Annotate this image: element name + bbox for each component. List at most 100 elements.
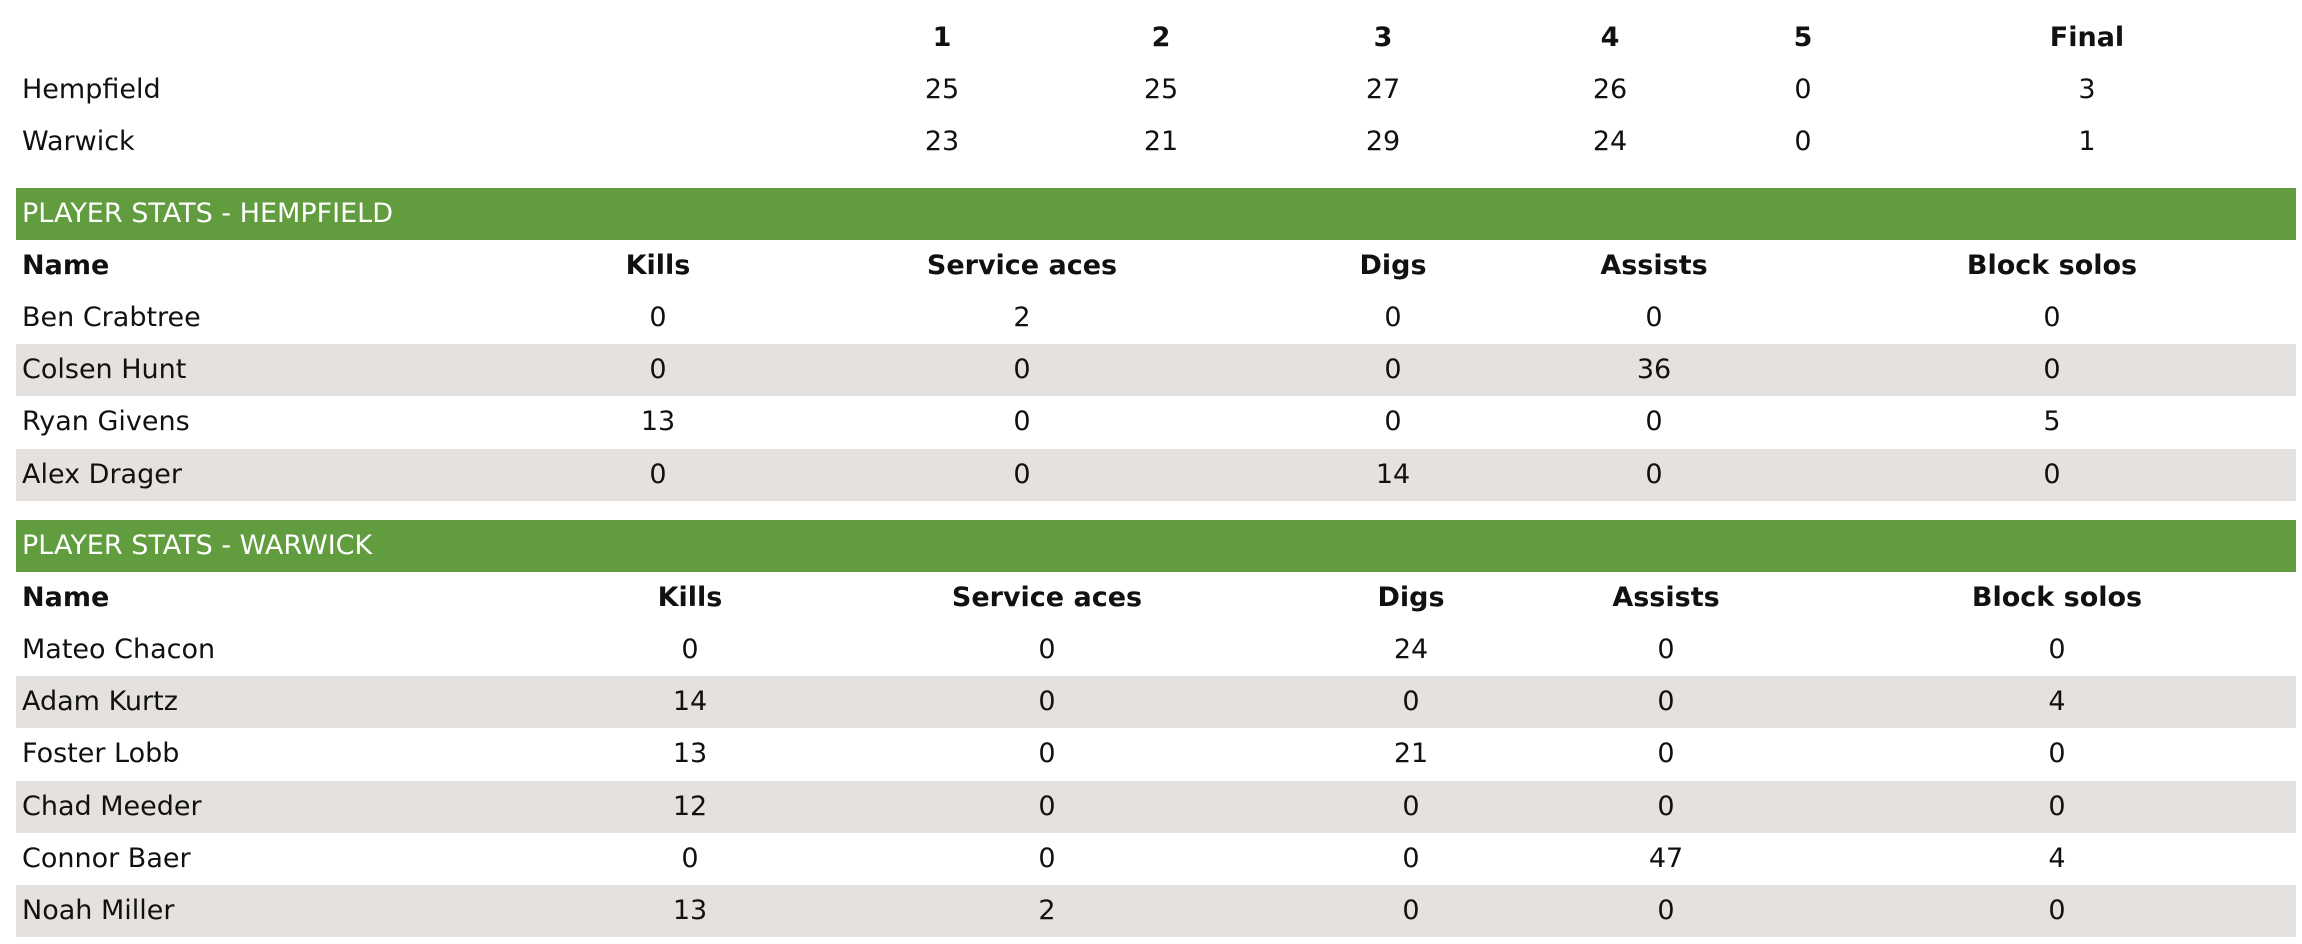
stat-value: 14 — [1375, 458, 1411, 490]
stat-value: 0 — [1645, 406, 1663, 438]
column-header: Kills — [625, 250, 691, 281]
column-header: Digs — [1377, 582, 1445, 613]
score: 0 — [1794, 74, 1812, 105]
score-header: 2 — [1151, 22, 1171, 53]
stat-value: 13 — [672, 738, 708, 770]
score: 25 — [924, 74, 960, 105]
column-header: Name — [22, 250, 110, 281]
score-header: Final — [2049, 22, 2125, 53]
stat-value: 47 — [1648, 842, 1684, 874]
stat-value: 2 — [1013, 302, 1031, 333]
player-name: Alex Drager — [22, 458, 182, 490]
stat-value: 0 — [2048, 895, 2066, 926]
column-header: Assists — [1600, 250, 1708, 281]
score: 0 — [1794, 126, 1812, 157]
stat-value: 13 — [672, 895, 708, 926]
player-name: Noah Miller — [22, 895, 175, 926]
score: 24 — [1592, 126, 1628, 157]
stat-value: 0 — [649, 302, 667, 333]
score: 21 — [1143, 126, 1179, 157]
player-name: Chad Meeder — [22, 790, 202, 822]
row-stripe — [16, 780, 2296, 833]
player-name: Ben Crabtree — [22, 302, 201, 333]
score: 29 — [1365, 126, 1401, 157]
stat-value: 0 — [2048, 738, 2066, 770]
stat-value: 0 — [1038, 842, 1056, 874]
row-stripe — [16, 448, 2296, 501]
stat-value: 5 — [2043, 406, 2061, 438]
stat-value: 0 — [1657, 738, 1675, 770]
stat-value: 36 — [1636, 354, 1672, 386]
stat-value: 0 — [2048, 634, 2066, 665]
score: 3 — [2078, 74, 2096, 105]
stat-value: 0 — [1038, 738, 1056, 770]
stat-value: 0 — [2043, 302, 2061, 333]
stat-value: 0 — [1402, 686, 1420, 718]
stat-value: 0 — [1645, 458, 1663, 490]
stat-value: 0 — [1038, 790, 1056, 822]
row-stripe — [16, 676, 2296, 729]
stat-value: 4 — [2048, 842, 2066, 874]
section-title: PLAYER STATS - WARWICK — [16, 520, 2296, 572]
stat-value: 14 — [672, 686, 708, 718]
stat-value: 0 — [649, 458, 667, 490]
stat-value: 0 — [2043, 458, 2061, 490]
stat-value: 0 — [649, 354, 667, 386]
player-name: Foster Lobb — [22, 738, 180, 770]
stat-value: 0 — [1038, 686, 1056, 718]
stat-value: 0 — [1657, 634, 1675, 665]
player-name: Ryan Givens — [22, 406, 190, 438]
column-header: Service aces — [951, 582, 1143, 613]
team-name: Warwick — [22, 126, 135, 157]
stat-value: 0 — [1657, 686, 1675, 718]
column-header: Digs — [1359, 250, 1427, 281]
team-name: Hempfield — [22, 74, 161, 105]
score: 26 — [1592, 74, 1628, 105]
stat-value: 12 — [672, 790, 708, 822]
stat-value: 0 — [1657, 790, 1675, 822]
player-name: Colsen Hunt — [22, 354, 187, 386]
stat-value: 0 — [1645, 302, 1663, 333]
column-header: Name — [22, 582, 110, 613]
score: 1 — [2078, 126, 2096, 157]
stat-value: 0 — [1013, 458, 1031, 490]
stat-value: 0 — [1384, 354, 1402, 386]
player-name: Connor Baer — [22, 842, 191, 874]
score-header: 4 — [1600, 22, 1620, 53]
score-header: 1 — [932, 22, 952, 53]
score: 25 — [1143, 74, 1179, 105]
stat-value: 0 — [2043, 354, 2061, 386]
stat-value: 0 — [1384, 406, 1402, 438]
row-stripe — [16, 344, 2296, 397]
column-header: Assists — [1612, 582, 1720, 613]
stat-value: 24 — [1393, 634, 1429, 665]
stat-value: 13 — [640, 406, 676, 438]
stat-value: 4 — [2048, 686, 2066, 718]
stat-value: 21 — [1393, 738, 1429, 770]
stat-value: 0 — [1402, 842, 1420, 874]
column-header: Block solos — [1966, 250, 2138, 281]
stat-value: 0 — [1013, 406, 1031, 438]
stat-value: 2 — [1038, 895, 1056, 926]
stat-value: 0 — [1657, 895, 1675, 926]
stat-value: 0 — [1013, 354, 1031, 386]
score-header: 3 — [1373, 22, 1393, 53]
player-name: Adam Kurtz — [22, 686, 178, 718]
stat-value: 0 — [681, 842, 699, 874]
stat-value: 0 — [2048, 790, 2066, 822]
stat-value: 0 — [1384, 302, 1402, 333]
stat-value: 0 — [681, 634, 699, 665]
column-header: Kills — [657, 582, 723, 613]
stat-value: 0 — [1038, 634, 1056, 665]
column-header: Service aces — [926, 250, 1118, 281]
score-header: 5 — [1793, 22, 1813, 53]
score: 23 — [924, 126, 960, 157]
score: 27 — [1365, 74, 1401, 105]
stat-value: 0 — [1402, 895, 1420, 926]
stat-value: 0 — [1402, 790, 1420, 822]
section-title: PLAYER STATS - HEMPFIELD — [16, 188, 2296, 240]
row-stripe — [16, 885, 2296, 937]
column-header: Block solos — [1971, 582, 2143, 613]
player-name: Mateo Chacon — [22, 634, 216, 665]
